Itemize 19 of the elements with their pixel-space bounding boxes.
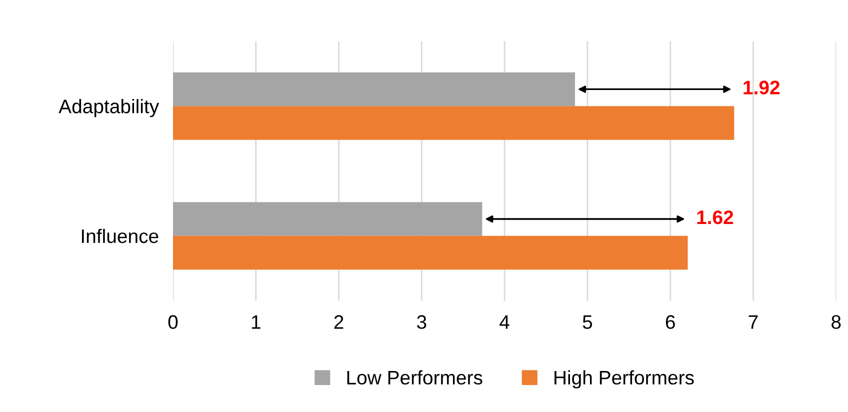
x-tick-label: 8 xyxy=(832,315,841,329)
y-tick-label: Adaptability xyxy=(58,99,160,118)
legend-label: High Performers xyxy=(554,370,694,388)
annotation: 1.62 xyxy=(697,210,734,224)
bar xyxy=(172,106,734,140)
bar xyxy=(172,202,482,236)
annotation: 1.92 xyxy=(744,80,780,94)
x-tick-label: 6 xyxy=(666,315,675,329)
x-tick-label: 2 xyxy=(334,315,344,329)
bar xyxy=(172,236,688,270)
bar xyxy=(172,72,576,106)
x-tick-label: 3 xyxy=(417,315,426,329)
x-tick-label: 4 xyxy=(500,315,510,329)
y-tick-label: Influence xyxy=(82,228,158,244)
x-tick-label: 5 xyxy=(582,315,592,329)
x-tick-label: 0 xyxy=(168,315,178,329)
legend-label: Low Performers xyxy=(347,370,482,385)
x-tick-label: 1 xyxy=(252,315,260,329)
x-tick-label: 7 xyxy=(748,315,758,329)
